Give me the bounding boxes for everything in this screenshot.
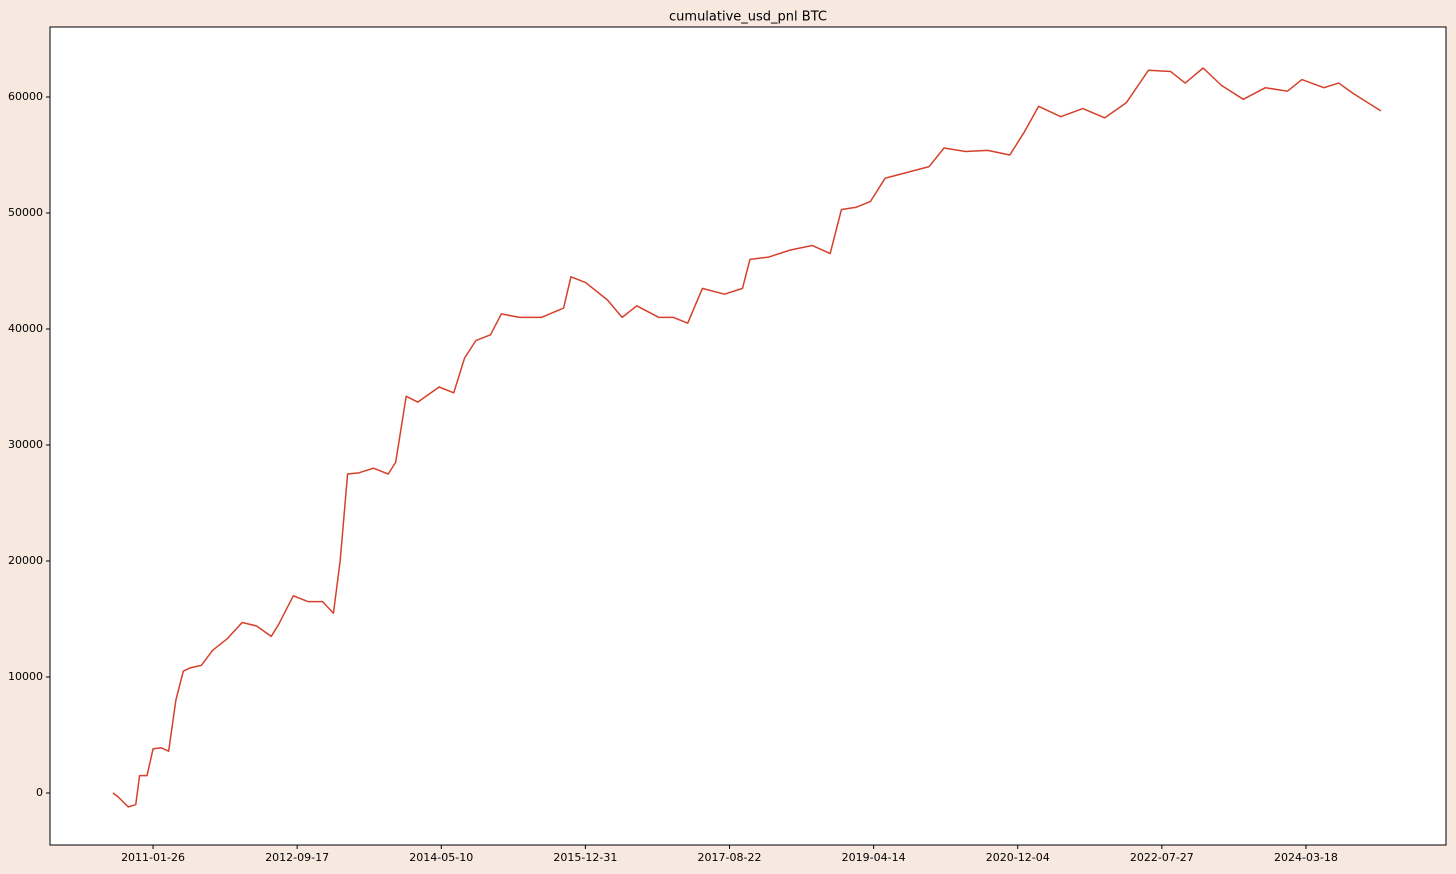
line-series [112, 67, 1382, 808]
x-tick-label: 2014-05-10 [409, 851, 473, 864]
y-tick-label: 50000 [8, 206, 43, 219]
x-tick-label: 2020-12-04 [986, 851, 1050, 864]
y-tick-label: 10000 [8, 670, 43, 683]
plot-area [49, 26, 1447, 846]
x-tick-label: 2011-01-26 [121, 851, 185, 864]
x-tick-label: 2024-03-18 [1274, 851, 1338, 864]
x-tick-label: 2019-04-14 [842, 851, 906, 864]
y-tick-label: 30000 [8, 438, 43, 451]
x-tick-label: 2022-07-27 [1130, 851, 1194, 864]
x-tick-label: 2012-09-17 [265, 851, 329, 864]
y-tick-label: 0 [36, 786, 43, 799]
chart-title: cumulative_usd_pnl BTC [669, 10, 827, 25]
y-tick-label: 20000 [8, 554, 43, 567]
y-tick-label: 60000 [8, 90, 43, 103]
x-tick-label: 2015-12-31 [553, 851, 617, 864]
x-tick-label: 2017-08-22 [698, 851, 762, 864]
y-tick-label: 40000 [8, 322, 43, 335]
